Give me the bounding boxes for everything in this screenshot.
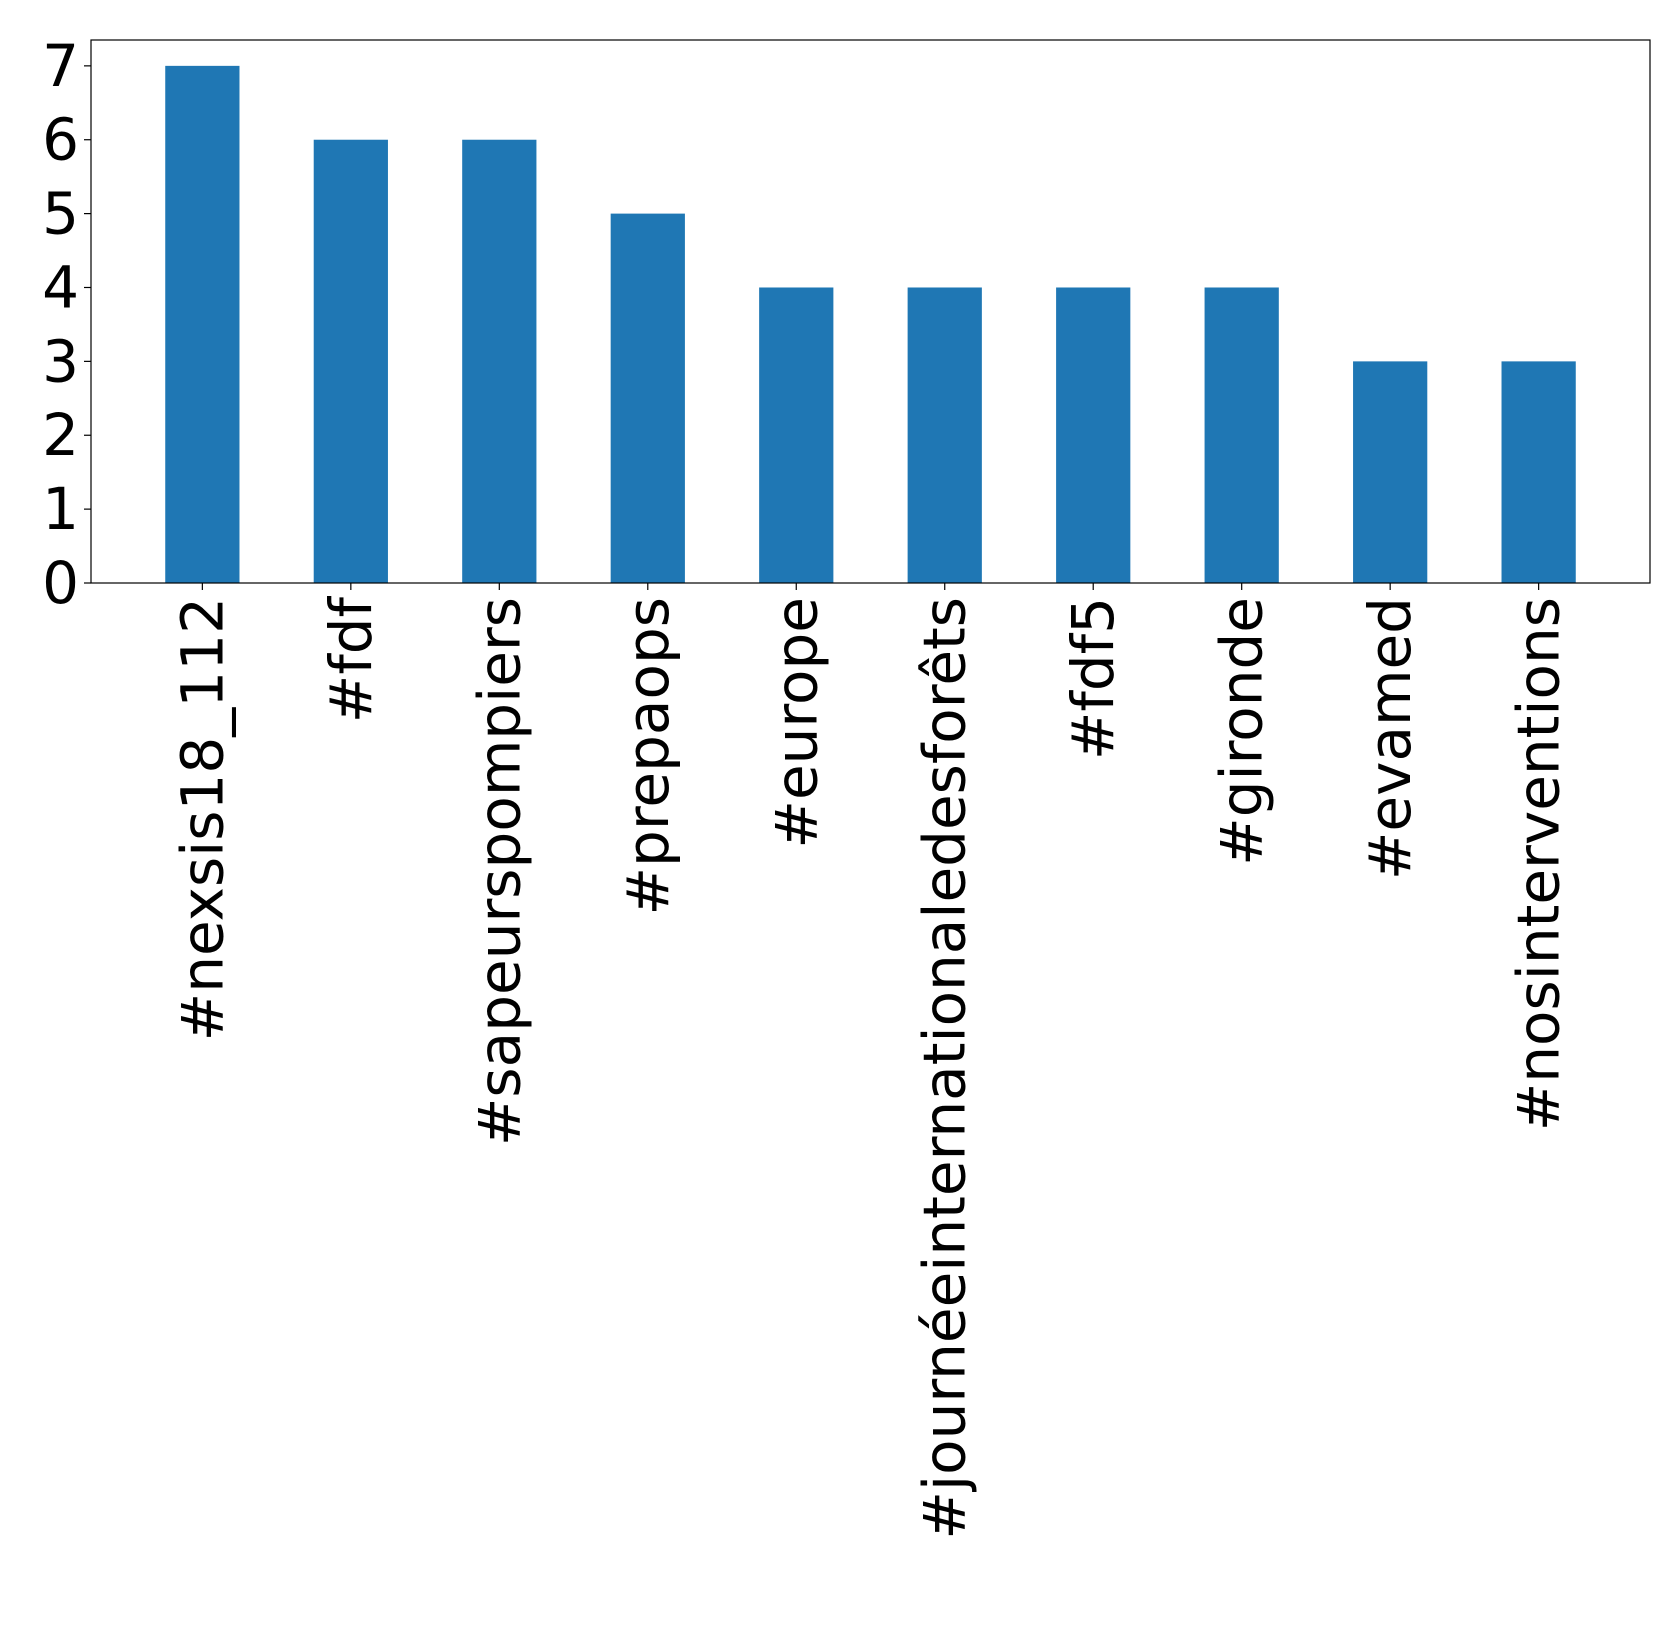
y-tick-label-3: 3 bbox=[42, 327, 79, 395]
y-tick-label-2: 2 bbox=[42, 401, 79, 469]
bar-0 bbox=[165, 65, 240, 584]
x-tick-label-5: #journéeinternationaledesforêts bbox=[911, 597, 979, 1540]
bar-2 bbox=[462, 139, 537, 584]
bars-layer bbox=[165, 65, 1576, 584]
x-tick-label-3: #prepaops bbox=[614, 597, 682, 916]
bar-1 bbox=[313, 139, 388, 584]
x-tick-label-2: #sapeurspompiers bbox=[465, 597, 533, 1146]
plot-frame bbox=[90, 39, 1651, 584]
y-tick-label-0: 0 bbox=[42, 549, 79, 617]
x-axis: #nexsis18_112 #fdf #sapeurspompiers #prepao… bbox=[168, 583, 1573, 1540]
x-tick-label-0: #nexsis18_112 bbox=[168, 597, 236, 1041]
bar-4 bbox=[759, 287, 834, 583]
bar-6 bbox=[1056, 287, 1131, 583]
y-tick-label-6: 6 bbox=[42, 106, 79, 174]
axes-layer bbox=[90, 39, 1651, 584]
x-tick-label-8: #evamed bbox=[1356, 597, 1424, 880]
bar-3 bbox=[610, 213, 685, 584]
x-tick-label-1: #fdf bbox=[317, 595, 385, 723]
bar-5 bbox=[907, 287, 982, 583]
x-tick-label-6: #fdf5 bbox=[1059, 597, 1127, 760]
bar-8 bbox=[1353, 361, 1428, 583]
bar-9 bbox=[1501, 361, 1576, 583]
y-tick-label-1: 1 bbox=[42, 475, 79, 543]
x-tick-label-9: #nosinterventions bbox=[1505, 597, 1573, 1131]
y-tick-label-4: 4 bbox=[42, 253, 79, 321]
x-tick-label-7: #gironde bbox=[1208, 597, 1276, 866]
bar-7 bbox=[1204, 287, 1279, 583]
x-tick-label-4: #europe bbox=[762, 597, 830, 849]
y-tick-label-5: 5 bbox=[42, 180, 79, 248]
y-tick-label-7: 7 bbox=[42, 32, 79, 100]
